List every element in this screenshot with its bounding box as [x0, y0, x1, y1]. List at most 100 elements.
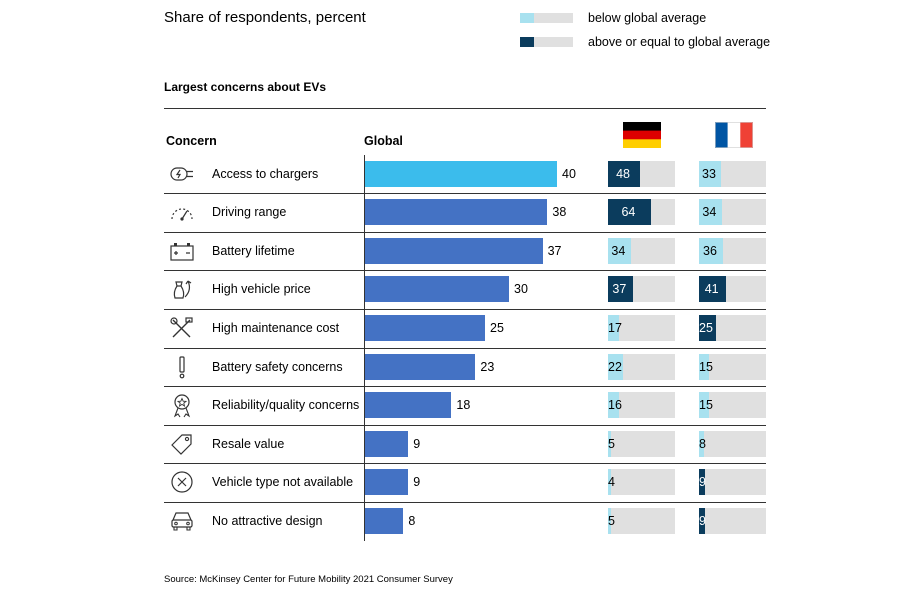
germany-value-fill — [608, 507, 612, 534]
france-value-fill — [699, 353, 710, 380]
france-value-fill — [699, 237, 724, 264]
germany-value-fill — [608, 237, 631, 264]
france-flag-icon — [715, 122, 753, 148]
germany-value-box: 37 — [608, 276, 675, 303]
global-bar — [365, 469, 409, 496]
germany-value-label: 22 — [608, 359, 622, 374]
germany-value-label: 37 — [612, 282, 627, 297]
row-divider — [164, 231, 766, 233]
global-bar — [365, 353, 476, 380]
chart-title: Largest concerns about EVs — [164, 80, 327, 94]
legend-label-above: above or equal to global average — [588, 35, 771, 49]
concern-label: Battery safety concerns — [212, 359, 343, 374]
france-value-box: 8 — [699, 430, 766, 457]
france-value-fill — [699, 507, 706, 534]
france-value-label: 25 — [699, 320, 713, 335]
global-value-label: 38 — [552, 205, 567, 220]
concern-label: Driving range — [212, 205, 287, 220]
france-value-fill — [699, 160, 722, 187]
france-value-box: 36 — [699, 237, 766, 264]
global-value-label: 23 — [480, 359, 495, 374]
france-value-box: 33 — [699, 160, 766, 187]
france-value-fill — [699, 469, 706, 496]
row-divider — [164, 386, 766, 388]
money-bag-icon — [168, 276, 196, 302]
france-value-label: 9 — [699, 475, 706, 490]
france-value-box: 25 — [699, 314, 766, 341]
germany-value-label: 48 — [616, 166, 630, 181]
germany-value-label: 16 — [608, 398, 622, 413]
france-value-label: 15 — [699, 398, 713, 413]
france-value-label: 41 — [704, 282, 719, 297]
row-divider — [164, 308, 766, 310]
global-value-label: 40 — [562, 166, 576, 181]
global-bar — [365, 237, 543, 264]
quality-badge-icon — [168, 392, 196, 418]
row-divider — [164, 193, 766, 195]
column-header-concern: Concern — [166, 134, 217, 148]
global-value-label: 9 — [413, 475, 421, 490]
row-divider — [164, 270, 766, 272]
france-value-fill — [699, 430, 705, 457]
global-value-label: 8 — [408, 513, 416, 528]
global-bar — [365, 507, 404, 534]
france-value-fill — [699, 314, 716, 341]
germany-value-box: 34 — [608, 237, 675, 264]
france-value-fill — [699, 276, 727, 303]
france-value-box: 9 — [699, 469, 766, 496]
germany-value-label: 4 — [608, 475, 615, 490]
concern-label: High vehicle price — [212, 282, 311, 297]
germany-value-label: 34 — [611, 243, 626, 258]
germany-value-fill — [608, 199, 651, 226]
charger-plug-icon — [168, 161, 196, 187]
france-value-box: 41 — [699, 276, 766, 303]
concern-label: No attractive design — [212, 513, 323, 528]
car-front-icon — [168, 508, 196, 534]
france-value-box: 9 — [699, 507, 766, 534]
germany-value-fill — [608, 392, 619, 419]
row-divider — [164, 501, 766, 503]
france-value-label: 36 — [703, 243, 717, 258]
global-value-label: 25 — [490, 320, 504, 335]
germany-value-fill — [608, 430, 612, 457]
legend-swatch-above — [520, 37, 573, 47]
france-value-fill — [699, 199, 722, 226]
global-value-label: 9 — [413, 436, 421, 451]
france-value-fill — [699, 392, 710, 419]
germany-value-fill — [608, 314, 620, 341]
row-divider — [164, 424, 766, 426]
germany-value-fill — [608, 353, 623, 380]
france-value-box: 34 — [699, 199, 766, 226]
germany-value-label: 17 — [608, 320, 622, 335]
x-circle-icon — [168, 469, 196, 495]
germany-value-box: 48 — [608, 160, 675, 187]
france-value-label: 15 — [699, 359, 713, 374]
germany-value-label: 64 — [621, 205, 636, 220]
concern-label: Reliability/quality concerns — [212, 398, 360, 413]
exclamation-icon — [168, 354, 196, 380]
global-bar — [365, 276, 509, 303]
global-bar — [365, 430, 409, 457]
germany-value-box: 64 — [608, 199, 675, 226]
france-value-label: 34 — [702, 205, 717, 220]
global-bar — [365, 160, 557, 187]
legend-swatch-below — [520, 13, 573, 23]
speedometer-icon — [168, 199, 196, 225]
price-tag-icon — [168, 431, 196, 457]
germany-value-box: 5 — [608, 430, 675, 457]
france-value-label: 8 — [699, 436, 706, 451]
row-divider — [164, 347, 766, 349]
germany-value-label: 5 — [608, 436, 615, 451]
france-value-label: 33 — [702, 166, 716, 181]
battery-icon — [168, 238, 196, 264]
germany-value-box: 5 — [608, 507, 675, 534]
concern-label: Resale value — [212, 436, 285, 451]
legend-label-below: below global average — [588, 11, 707, 25]
global-bar — [365, 392, 452, 419]
germany-value-fill — [608, 469, 611, 496]
concern-label: Vehicle type not available — [212, 475, 354, 490]
france-value-label: 9 — [699, 513, 706, 528]
france-value-box: 15 — [699, 353, 766, 380]
germany-value-box: 17 — [608, 314, 675, 341]
concern-label: Battery lifetime — [212, 243, 295, 258]
